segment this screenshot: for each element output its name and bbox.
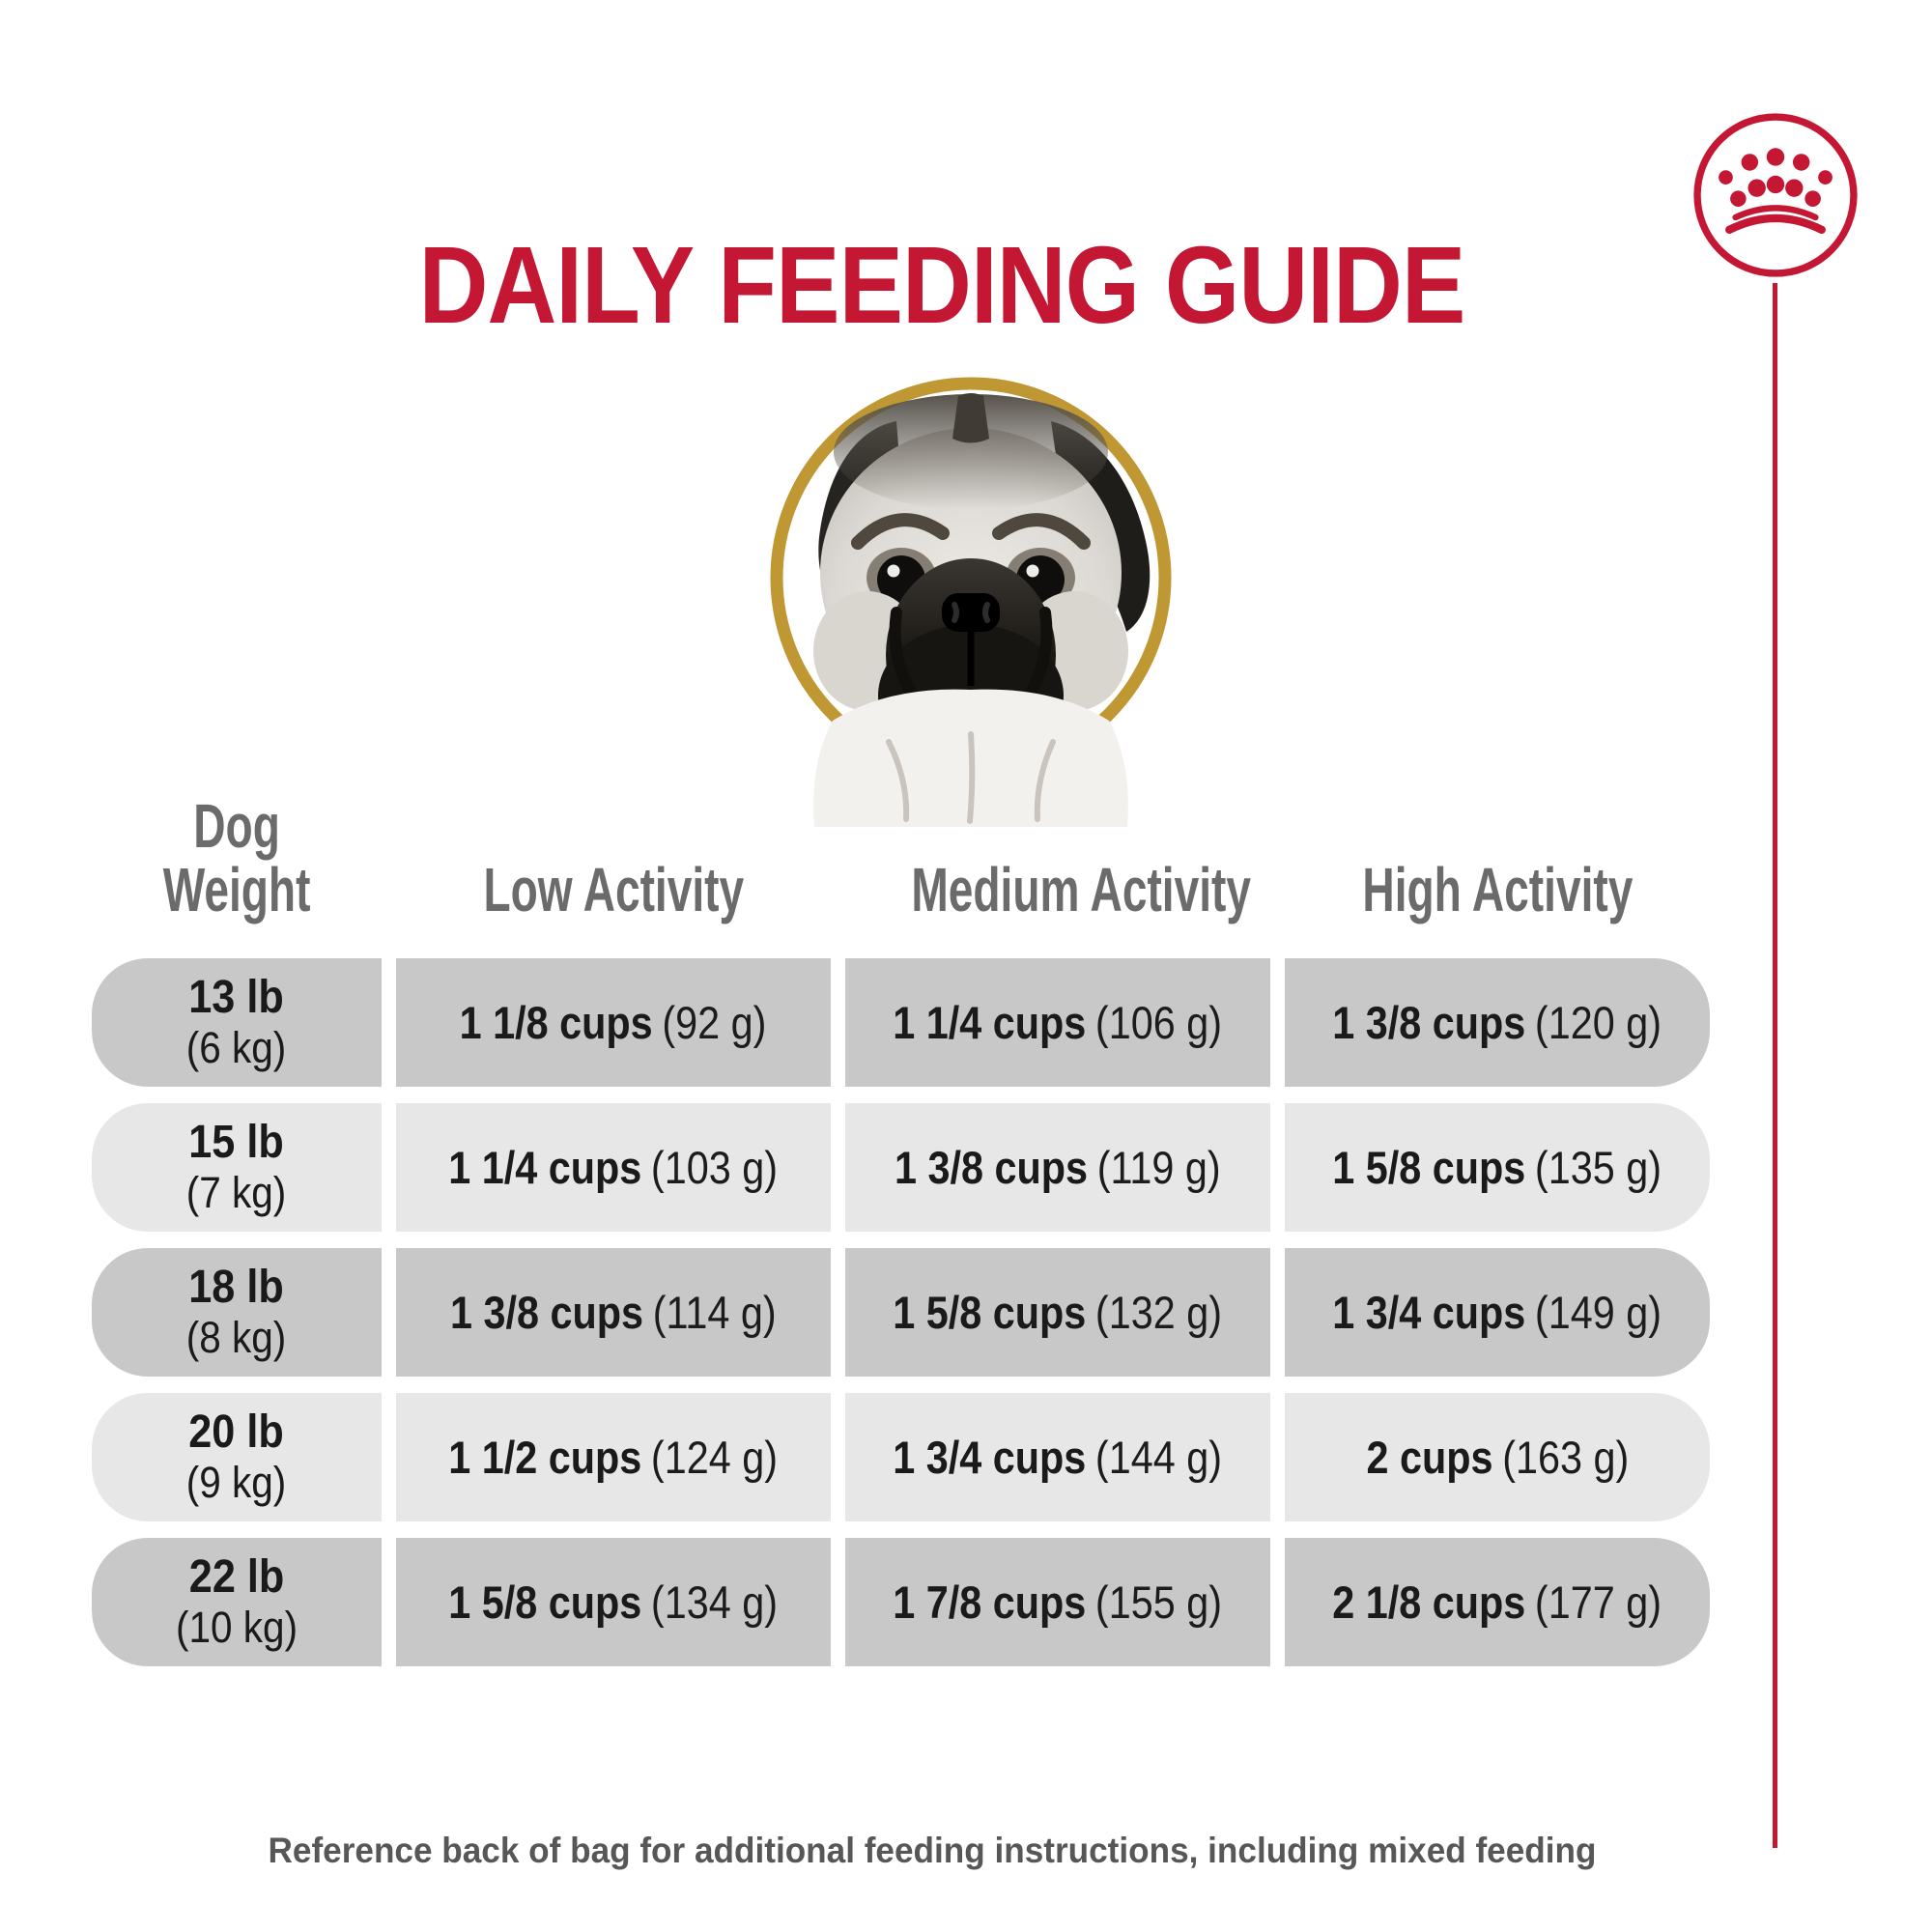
row1-weight-cell: 13 lb (6 kg) bbox=[92, 958, 382, 1087]
row1-medium-cell: 1 1/4 cups (106 g) bbox=[845, 958, 1270, 1087]
row3-low-cell: 1 3/8 cups (114 g) bbox=[396, 1248, 831, 1377]
row4-medium-cell: 1 3/4 cups (144 g) bbox=[845, 1393, 1270, 1521]
pug-dog-photo bbox=[744, 336, 1198, 838]
crown-icon bbox=[1693, 113, 1858, 277]
row5-medium-cell: 1 7/8 cups (155 g) bbox=[845, 1538, 1270, 1666]
row5-low-cell: 1 5/8 cups (134 g) bbox=[396, 1538, 831, 1666]
row5-weight-cell: 22 lb (10 kg) bbox=[92, 1538, 382, 1666]
feeding-table: 13 lb (6 kg) 1 1/8 cups (92 g) 1 1/4 cups… bbox=[92, 958, 1710, 1666]
row2-high-cell: 1 5/8 cups (135 g) bbox=[1285, 1103, 1710, 1232]
vertical-accent-line bbox=[1773, 283, 1777, 1848]
row1-low-cell: 1 1/8 cups (92 g) bbox=[396, 958, 831, 1087]
row3-medium-cell: 1 5/8 cups (132 g) bbox=[845, 1248, 1270, 1377]
row4-high-cell: 2 cups (163 g) bbox=[1285, 1393, 1710, 1521]
row4-low-cell: 1 1/2 cups (124 g) bbox=[396, 1393, 831, 1521]
header-low-activity: Low Activity bbox=[483, 855, 744, 925]
row2-weight-cell: 15 lb (7 kg) bbox=[92, 1103, 382, 1232]
table-header-row: Dog Weight Low Activity Medium Activity … bbox=[92, 763, 1710, 923]
row2-medium-cell: 1 3/8 cups (119 g) bbox=[845, 1103, 1270, 1232]
footer-note: Reference back of bag for additional fee… bbox=[268, 1831, 1597, 1870]
page-title: DAILY FEEDING GUIDE bbox=[418, 223, 1466, 346]
row1-high-cell: 1 3/8 cups (120 g) bbox=[1285, 958, 1710, 1087]
pug-illustration bbox=[770, 377, 1172, 827]
row2-low-cell: 1 1/4 cups (103 g) bbox=[396, 1103, 831, 1232]
row3-high-cell: 1 3/4 cups (149 g) bbox=[1285, 1248, 1710, 1377]
row3-weight-cell: 18 lb (8 kg) bbox=[92, 1248, 382, 1377]
header-high-activity: High Activity bbox=[1362, 855, 1633, 925]
royal-canin-crown-icon bbox=[1687, 106, 1864, 284]
row5-high-cell: 2 1/8 cups (177 g) bbox=[1285, 1538, 1710, 1666]
row4-weight-cell: 20 lb (9 kg) bbox=[92, 1393, 382, 1521]
header-dog-weight: Dog Weight bbox=[162, 790, 311, 925]
header-medium-activity: Medium Activity bbox=[911, 855, 1252, 925]
